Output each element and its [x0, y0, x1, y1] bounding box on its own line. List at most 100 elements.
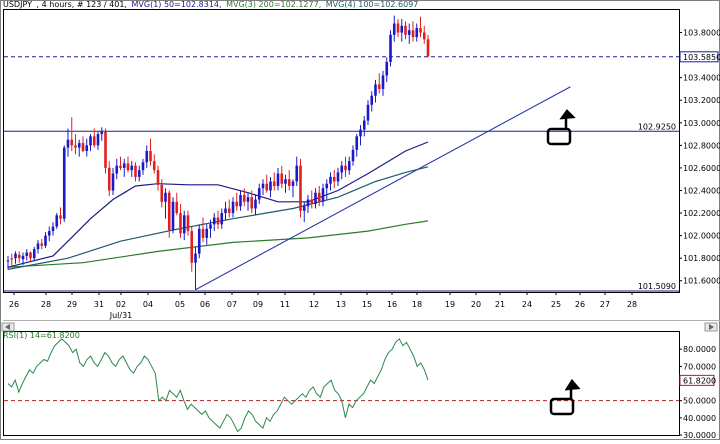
x-tick-label: 16 [387, 300, 397, 309]
candle [325, 179, 329, 200]
x-tick-label: 15 [362, 300, 372, 309]
candle-body [55, 215, 59, 227]
candle [404, 21, 407, 40]
candle [21, 252, 25, 265]
scroll-right-icon[interactable] [704, 322, 718, 332]
candle [29, 251, 32, 262]
candle [10, 253, 14, 268]
svg-text:USDJPY , 4 hours, # 123: USDJPY , 4 hours, # 123 / 401, MVG(1) 50… [3, 0, 418, 9]
candle-body [145, 151, 149, 163]
candle [272, 172, 276, 191]
x-tick-label: 06 [200, 300, 210, 309]
header-mvg4: MVG(4) 100=102.6097 [326, 0, 419, 9]
y-tick-label: 103.2000 [683, 96, 720, 105]
candle [32, 246, 36, 261]
candle-body [122, 163, 126, 168]
candle [167, 190, 171, 238]
candle [419, 16, 422, 38]
candle-body [119, 165, 122, 168]
candle-body [141, 162, 145, 171]
candle-body [70, 139, 74, 146]
candle-body [329, 176, 332, 184]
candle [329, 172, 332, 191]
candle-body [59, 215, 62, 219]
candle [362, 116, 366, 137]
candle-body [276, 173, 280, 186]
candle-body [374, 84, 377, 96]
candle [314, 188, 317, 209]
candle-body [426, 39, 430, 57]
candle [415, 23, 419, 42]
candle-body [407, 30, 411, 35]
candle-body [171, 201, 175, 230]
candle-body [47, 231, 51, 236]
candle-body [317, 192, 321, 202]
y-tick-label: 102.8000 [683, 141, 720, 150]
candle [246, 192, 250, 211]
candle [355, 134, 359, 157]
candle [6, 255, 10, 270]
candle [280, 165, 284, 189]
candle-body [44, 235, 47, 246]
y-tick-label: 101.6000 [683, 277, 720, 286]
candle-body [201, 228, 205, 238]
candle [381, 70, 385, 96]
scroll-left-icon[interactable] [1, 322, 15, 332]
header-symbol: USDJPY [3, 0, 32, 9]
candle-body [14, 253, 17, 259]
header-mvg1: MVG(1) 50=102.8314, [132, 0, 222, 9]
candle-body [422, 32, 426, 40]
candle-body [220, 213, 224, 225]
candle [205, 224, 209, 245]
candle-body [239, 194, 242, 207]
candle [115, 158, 119, 180]
candle-body [126, 163, 130, 171]
candle [141, 158, 145, 175]
candle-body [284, 179, 287, 184]
candle [276, 167, 280, 191]
candle-body [272, 181, 276, 186]
candle-body [336, 172, 340, 182]
candle-body [235, 201, 239, 207]
candle [317, 185, 321, 207]
candle-body [254, 199, 257, 209]
candle [96, 131, 100, 150]
candle-body [6, 260, 10, 262]
candle [160, 179, 164, 208]
x-sub-label: Jul/31 [109, 311, 133, 320]
candle-body [85, 145, 89, 151]
candle [190, 226, 194, 272]
candle-body [104, 131, 107, 168]
x-tick-label: 05 [175, 300, 185, 309]
candle-body [160, 184, 164, 202]
candle [212, 213, 216, 232]
candle [152, 154, 156, 174]
candle-body [257, 188, 261, 200]
candle-body [77, 143, 81, 148]
candle-body [295, 165, 299, 182]
candle-body [344, 165, 347, 171]
candle-body [385, 61, 389, 76]
x-tick-label: 13 [336, 300, 346, 309]
x-tick-label: 29 [67, 300, 77, 309]
candle-body [314, 192, 317, 205]
candle-body [21, 255, 25, 260]
candle [389, 30, 392, 67]
ma-mvg4-line [7, 166, 429, 270]
candle-body [92, 136, 96, 146]
candle [269, 176, 272, 198]
rsi-layer [4, 338, 679, 433]
candle-body [231, 201, 235, 214]
candle [295, 156, 299, 186]
candle [14, 251, 17, 264]
candle [257, 183, 261, 205]
candle [235, 192, 239, 211]
candle [287, 170, 291, 191]
candle [40, 238, 44, 250]
candle [377, 73, 381, 94]
candle-body [227, 208, 231, 214]
rsi-header: RSI(1) 14=61.8200 [3, 331, 80, 340]
low-level-label: 101.5090 [638, 282, 676, 291]
